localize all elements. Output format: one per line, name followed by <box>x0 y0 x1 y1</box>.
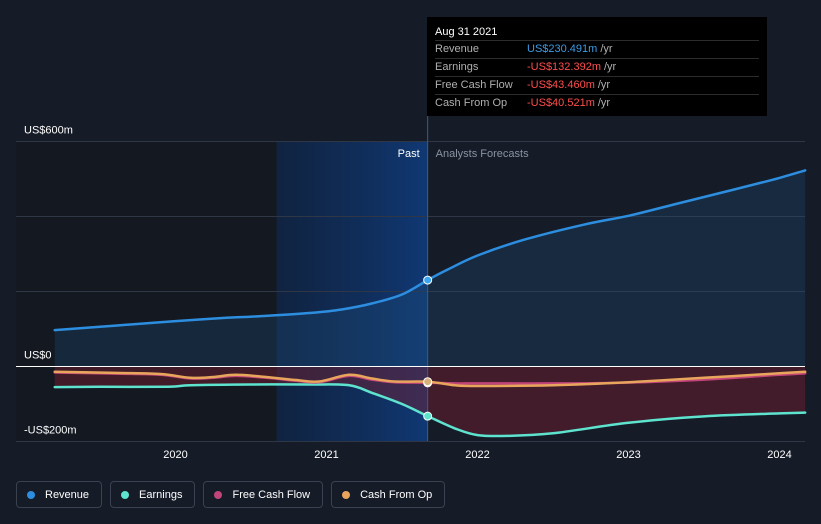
tooltip-unit: /yr <box>597 97 611 109</box>
free-cash-flow-dot-icon <box>214 490 223 499</box>
tooltip-label: Cash From Op <box>435 97 508 109</box>
x-tick-label: 2022 <box>465 449 489 461</box>
x-axis-labels: 2020 2021 2022 2023 2024 <box>163 449 791 461</box>
tooltip-value: -US$132.392m <box>527 61 601 73</box>
x-tick-label: 2023 <box>616 449 640 461</box>
legend-free-cash-flow[interactable]: Free Cash Flow <box>203 481 324 508</box>
tooltip-row-revenue: Revenue US$230.491m /yr <box>435 40 759 58</box>
tooltip-unit: /yr <box>604 61 617 73</box>
series-lines <box>53 169 807 438</box>
analysts-forecasts-label: Analysts Forecasts <box>436 148 529 160</box>
chart-legend: Revenue Earnings Free Cash Flow Cash Fro… <box>16 481 446 508</box>
legend-revenue[interactable]: Revenue <box>16 481 103 508</box>
y-tick-label: US$0 <box>24 350 52 362</box>
revenue-marker <box>423 275 433 285</box>
cash-from-op-marker <box>423 377 433 387</box>
tooltip-label: Free Cash Flow <box>435 79 513 91</box>
tooltip-unit: /yr <box>600 43 613 55</box>
cash-from-op-line <box>53 370 807 388</box>
tooltip-value: US$230.491m <box>527 43 598 55</box>
data-tooltip: Aug 31 2021 Revenue US$230.491m /yr Earn… <box>427 17 767 116</box>
legend-label: Cash From Op <box>360 488 433 501</box>
tooltip-row-earnings: Earnings -US$132.392m /yr <box>435 58 759 76</box>
y-tick-label: US$600m <box>24 125 73 137</box>
legend-label: Earnings <box>139 488 183 501</box>
legend-label: Revenue <box>45 488 90 501</box>
revenue-line <box>53 169 807 332</box>
tooltip-label: Earnings <box>435 61 479 73</box>
x-tick-label: 2020 <box>163 449 187 461</box>
legend-label: Free Cash Flow <box>232 488 311 501</box>
legend-earnings[interactable]: Earnings <box>110 481 196 508</box>
tooltip-date: Aug 31 2021 <box>435 26 498 38</box>
tooltip-value: -US$43.460m <box>527 79 595 91</box>
y-tick-label: -US$200m <box>24 425 77 437</box>
earnings-line <box>53 383 807 438</box>
series-markers <box>423 275 433 421</box>
y-axis-labels: US$600m US$0 -US$200m <box>24 125 77 437</box>
tooltip-row-cash-from-op: Cash From Op -US$40.521m /yr <box>435 94 759 112</box>
x-tick-label: 2021 <box>314 449 338 461</box>
past-label: Past <box>398 148 420 160</box>
cash-from-op-dot-icon <box>342 490 351 499</box>
revenue-dot-icon <box>27 490 35 499</box>
tooltip-row-free-cash-flow: Free Cash Flow -US$43.460m /yr <box>435 76 759 94</box>
legend-cash-from-op[interactable]: Cash From Op <box>331 481 446 508</box>
x-tick-label: 2024 <box>767 449 791 461</box>
earnings-dot-icon <box>121 490 130 499</box>
tooltip-label: Revenue <box>435 43 480 55</box>
tooltip-value: -US$40.521m <box>527 97 595 109</box>
tooltip-unit: /yr <box>597 79 611 91</box>
earnings-marker <box>423 411 433 421</box>
